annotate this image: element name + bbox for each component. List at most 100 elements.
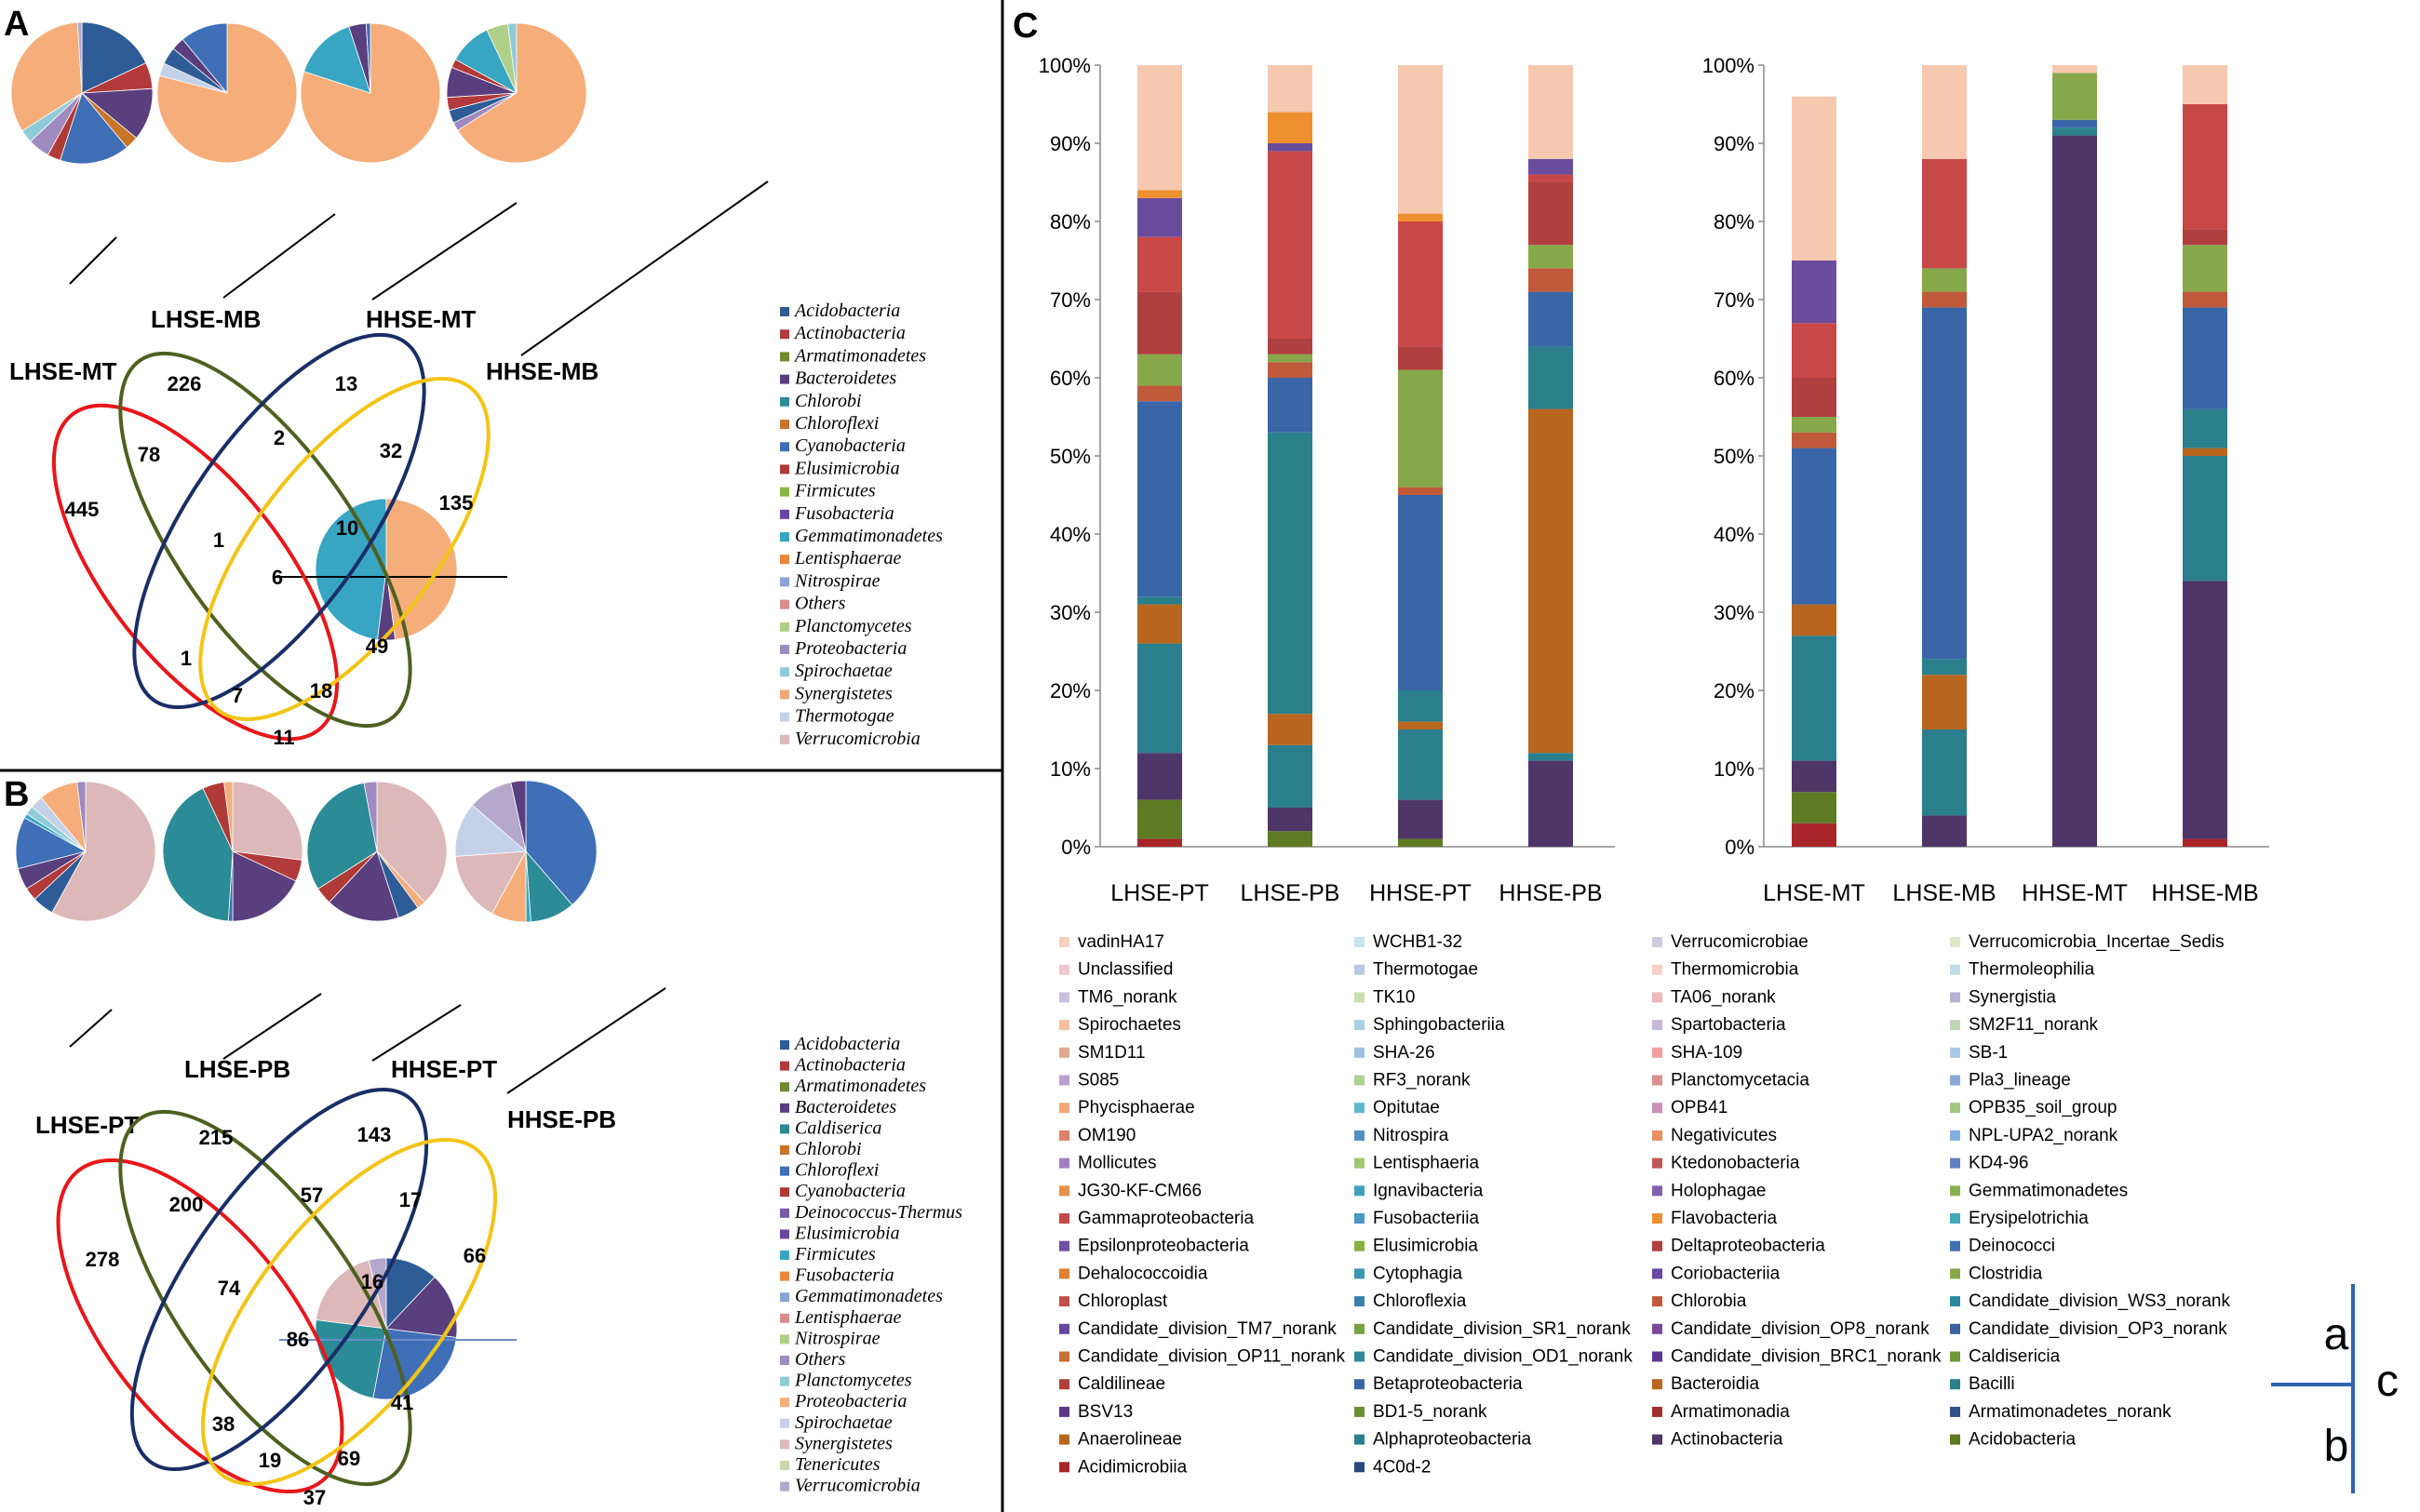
venn-count: 278 xyxy=(86,1248,120,1271)
bar-segment xyxy=(2183,408,2227,448)
y-tick-label: 40% xyxy=(1714,523,1754,546)
legend-label: Candidate_division_SR1_norank xyxy=(1373,1319,1631,1339)
connector-line xyxy=(520,181,769,356)
panel-label-a: A xyxy=(4,5,29,44)
pie-slice xyxy=(306,782,378,890)
label-hhse-mb: HHSE-MB xyxy=(486,357,598,385)
label-lhse-pt: LHSE-PT xyxy=(35,1111,139,1139)
legend-label: TA06_norank xyxy=(1671,987,1776,1007)
legend-label: Proteobacteria xyxy=(794,638,907,659)
venn-count: 38 xyxy=(212,1412,235,1436)
legend-label: Betaproteobacteria xyxy=(1373,1374,1523,1394)
key-label-b: b xyxy=(2324,1422,2349,1471)
legend-swatch xyxy=(1950,1075,1960,1086)
y-tick-label: 30% xyxy=(1714,601,1754,624)
bar-segment xyxy=(1137,291,1182,355)
y-tick-label: 20% xyxy=(1714,679,1754,702)
bar-segment xyxy=(1792,823,1836,847)
legend-swatch xyxy=(780,420,789,429)
bar-segment xyxy=(2183,456,2227,582)
pie-slice xyxy=(454,804,527,857)
legend-label: Bacteroidetes xyxy=(795,368,896,389)
legend-swatch xyxy=(1354,1103,1365,1114)
bar-segment xyxy=(1137,596,1182,605)
legend-label: Acidimicrobiia xyxy=(1078,1457,1188,1477)
legend-swatch xyxy=(1059,992,1069,1003)
bar-segment xyxy=(2052,73,2097,120)
legend-label: Armatimonadetes xyxy=(793,1076,926,1096)
legend-swatch xyxy=(1652,1296,1662,1307)
bar-segment xyxy=(1268,354,1312,363)
connector-line xyxy=(371,202,518,301)
legend-label: Planctomycetacia xyxy=(1671,1071,1809,1091)
legend-label: vadinHA17 xyxy=(1078,932,1164,952)
pie-hhse-mb xyxy=(446,22,587,164)
legend-label: Pla3_lineage xyxy=(1969,1071,2071,1091)
bar-segment xyxy=(1268,362,1312,378)
venn-ellipse-lhse-pt xyxy=(56,1157,344,1494)
legend-swatch xyxy=(780,1103,789,1113)
pie-slice xyxy=(363,781,378,852)
legend-label: Verrucomicrobia_Incertae_Sedis xyxy=(1969,932,2225,952)
legend-swatch xyxy=(1354,1185,1365,1197)
x-tick-label: LHSE-MB xyxy=(1892,880,1996,906)
legend-label: TK10 xyxy=(1373,987,1415,1007)
legend-label: Clostridia xyxy=(1969,1264,2043,1283)
legend-label: Holophagae xyxy=(1671,1181,1766,1200)
legend-label: Alphaproteobacteria xyxy=(1373,1430,1531,1450)
connector-line xyxy=(222,993,322,1060)
legend-label: Ignavibacteria xyxy=(1373,1181,1484,1200)
legend-swatch xyxy=(780,352,789,362)
legend-label: Actinobacteria xyxy=(793,323,906,343)
legend-label: Cyanobacteria xyxy=(795,435,906,456)
pie-slice xyxy=(365,22,371,94)
legend-label: Nitrospira xyxy=(1373,1126,1449,1145)
legend-label: Fusobacteriia xyxy=(1373,1209,1479,1228)
venn-count: 11 xyxy=(273,726,294,749)
legend-label: Actinobacteria xyxy=(1671,1430,1783,1450)
legend-label: Phycisphaerae xyxy=(1078,1098,1195,1117)
y-tick-label: 80% xyxy=(1050,210,1091,234)
bar-segment xyxy=(1528,245,1573,269)
y-tick-label: 60% xyxy=(1714,367,1754,390)
bar-segment xyxy=(1268,65,1312,113)
legend-swatch xyxy=(1950,964,1960,975)
bar-segment xyxy=(1268,744,1312,808)
legend-label: Firmicutes xyxy=(794,481,876,502)
legend-label: Sphingobacteriia xyxy=(1373,1015,1505,1035)
legend-label: BSV13 xyxy=(1078,1402,1133,1422)
bar-segment xyxy=(1137,643,1182,754)
legend-swatch xyxy=(780,1040,789,1050)
legend-swatch xyxy=(1950,937,1960,947)
legend-swatch xyxy=(1652,1240,1662,1251)
bar-segment xyxy=(1922,158,1967,269)
legend-swatch xyxy=(1059,1406,1069,1417)
legend-label: Synergistia xyxy=(1969,987,2056,1007)
label-hhse-pb: HHSE-PB xyxy=(507,1105,616,1133)
legend-label: Bacteroidetes xyxy=(795,1097,896,1117)
y-tick-label: 30% xyxy=(1050,601,1091,624)
pie-slice xyxy=(329,850,399,922)
pie-lhse-mb xyxy=(156,22,298,164)
legend-swatch xyxy=(1652,1406,1662,1417)
y-tick-label: 50% xyxy=(1714,445,1754,468)
legend-label: Mollicutes xyxy=(1078,1154,1156,1173)
venn-count: 37 xyxy=(303,1486,326,1509)
pie-hhse-pt xyxy=(306,781,448,922)
y-tick-label: 20% xyxy=(1050,679,1091,702)
legend-swatch xyxy=(1950,1268,1960,1279)
legend-label: Bacteroidia xyxy=(1671,1374,1759,1394)
bar-segment xyxy=(1137,197,1182,237)
legend-label: Others xyxy=(795,1349,846,1370)
legend-label: Tenericutes xyxy=(795,1454,881,1475)
legend-label: Spartobacteria xyxy=(1671,1015,1786,1035)
legend-swatch xyxy=(1354,1075,1365,1086)
label-lhse-mb: LHSE-MB xyxy=(151,305,261,333)
pie-hhse-pb xyxy=(454,780,598,923)
bar-segment xyxy=(2183,291,2227,308)
legend-swatch xyxy=(1652,1157,1662,1169)
legend-swatch xyxy=(1354,1020,1365,1031)
legend-swatch xyxy=(780,1461,789,1470)
legend-swatch xyxy=(1652,1075,1662,1086)
bar-segment xyxy=(2183,581,2227,839)
